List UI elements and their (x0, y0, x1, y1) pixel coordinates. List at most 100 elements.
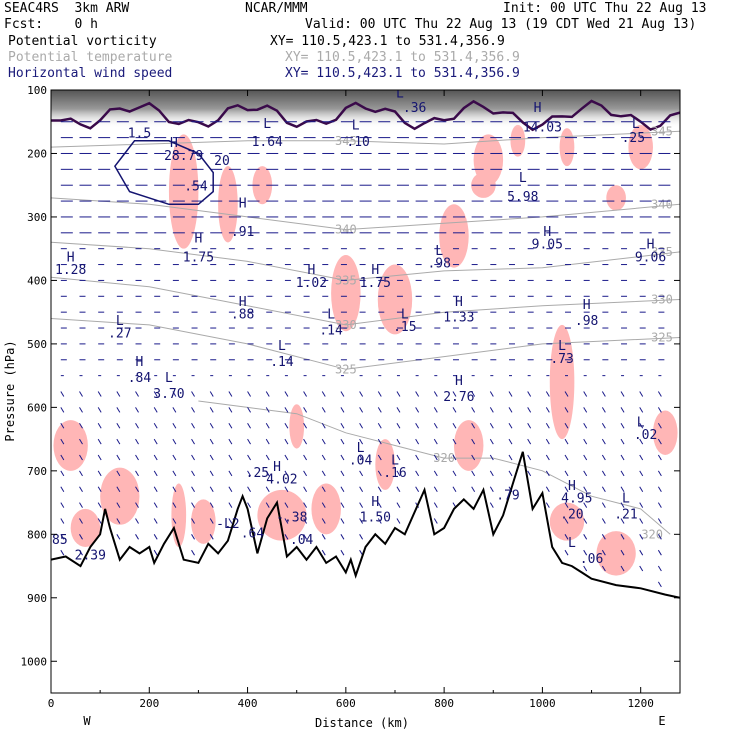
wind-arrow-703 (247, 454, 251, 461)
wind-arrow-769 (247, 486, 251, 492)
field-name-wind: Horizontal wind speed (8, 66, 173, 81)
extrema-label-39: L (401, 308, 409, 323)
wind-arrow-706 (303, 454, 308, 461)
wind-arrow-604 (247, 407, 251, 413)
wind-arrow-578 (377, 391, 382, 397)
wind-speed-contour (113, 140, 214, 206)
wind-arrow-601 (191, 407, 195, 413)
wind-arrow-608 (321, 407, 326, 413)
pv-shading (53, 124, 678, 576)
wind-arrow-580 (415, 391, 420, 397)
wind-arrow-839 (564, 518, 569, 524)
wind-arrow-636 (228, 422, 233, 429)
terrain-line (51, 451, 680, 599)
wind-arrow-836 (377, 518, 382, 524)
pv-patch-12 (596, 531, 636, 576)
wind-arrow-782 (489, 486, 494, 492)
wind-arrow-816 (583, 502, 588, 508)
wind-arrow-707 (321, 454, 326, 461)
pv-patch-15 (70, 508, 101, 548)
wind-arrow-881 (657, 581, 662, 588)
wind-arrow-753 (564, 470, 569, 477)
wind-arrow-611 (377, 407, 382, 413)
wind-arrow-618 (508, 407, 513, 413)
wind-arrow-629 (97, 422, 102, 429)
wind-arrow-815 (564, 502, 569, 508)
wind-arrow-599 (153, 407, 158, 413)
extrema-label-63: .25 (246, 466, 269, 481)
wind-arrow-626 (657, 407, 662, 413)
field-xy-wind: XY= 110.5,423.1 to 531.4,356.9 (285, 66, 520, 81)
wind-arrow-718 (527, 454, 532, 461)
wind-arrow-676 (359, 438, 364, 445)
axes: 0 200 400 600 800 1000 1200 100 200 300 400 500 600 7… (21, 84, 680, 710)
wind-arrow-582 (452, 391, 457, 397)
field-xy-theta: XY= 110.5,423.1 to 531.4,356.9 (285, 50, 520, 65)
wind-arrow-875 (657, 549, 662, 556)
extrema-label-35: H (455, 295, 463, 310)
pv-patch-6 (473, 134, 504, 186)
extrema-label-78: 2.39 (75, 549, 106, 564)
wind-arrow-716 (489, 454, 494, 461)
wind-arrow-819 (639, 502, 644, 508)
wind-arrow-837 (396, 518, 401, 524)
wind-arrow-768 (228, 486, 233, 492)
wind-arrow-795 (135, 502, 139, 508)
wind-arrow-849 (153, 534, 158, 540)
wind-arrow-600 (172, 407, 177, 413)
wind-arrow-738 (284, 470, 289, 477)
wind-arrow-563 (97, 391, 102, 397)
wind-arrow-625 (639, 407, 644, 413)
wind-arrow-756 (620, 470, 625, 477)
y-tick-label-600: 600 (27, 401, 47, 414)
wind-arrow-809 (396, 502, 401, 508)
pv-patch-16 (100, 467, 140, 525)
wind-arrow-681 (452, 438, 457, 445)
wind-arrow-696 (116, 454, 121, 461)
wind-arrow-850 (191, 534, 195, 540)
wind-arrow-597 (116, 407, 121, 413)
wind-arrow-624 (620, 407, 625, 413)
wind-arrow-665 (153, 438, 158, 445)
wind-arrow-830 (228, 518, 233, 524)
wind-arrow-583 (471, 391, 476, 397)
wind-arrow-643 (359, 422, 364, 429)
wind-arrow-772 (303, 486, 308, 492)
y-tick-label-200: 200 (27, 147, 47, 160)
extrema-label-51: L (165, 371, 173, 386)
wind-arrow-763 (135, 486, 139, 492)
x-tick-label-400: 400 (238, 697, 258, 710)
wind-arrow-829 (209, 518, 214, 524)
wind-arrow-688 (583, 438, 588, 445)
y-tick-label-400: 400 (27, 274, 47, 287)
extrema-label-22: 9.05 (532, 238, 563, 253)
wind-arrow-701 (209, 454, 214, 461)
wind-arrow-649 (471, 422, 476, 429)
wind-arrow-675 (340, 438, 345, 445)
wind-arrow-723 (620, 454, 625, 461)
wind-arrow-585 (508, 391, 513, 397)
wind-arrow-734 (209, 470, 214, 477)
forecast-hour: Fcst: 0 h (4, 17, 98, 32)
wind-arrow-637 (247, 422, 251, 429)
wind-arrow-814 (545, 502, 550, 508)
extrema-label-77: .06 (580, 552, 603, 567)
extrema-label-60: .16 (383, 466, 406, 481)
y-tick-label-300: 300 (27, 211, 47, 224)
y-tick-label-100: 100 (27, 84, 47, 97)
wind-arrow-654 (564, 422, 569, 429)
wind-arrow-761 (97, 486, 102, 492)
y-axis-label: Pressure (hPa) (3, 340, 17, 441)
wind-arrow-726 (60, 470, 65, 477)
wind-arrow-650 (489, 422, 494, 429)
extrema-label-12: H (534, 101, 542, 116)
wind-arrow-843 (639, 518, 644, 524)
wind-arrow-659 (657, 422, 662, 429)
wind-arrow-717 (508, 454, 513, 461)
wind-arrow-764 (153, 486, 158, 492)
extrema-label-46: .73 (550, 352, 573, 367)
extrema-label-0: 1.5 (128, 127, 151, 142)
wind-arrow-663 (116, 438, 121, 445)
theta-label-340-0: 340 (335, 223, 357, 237)
